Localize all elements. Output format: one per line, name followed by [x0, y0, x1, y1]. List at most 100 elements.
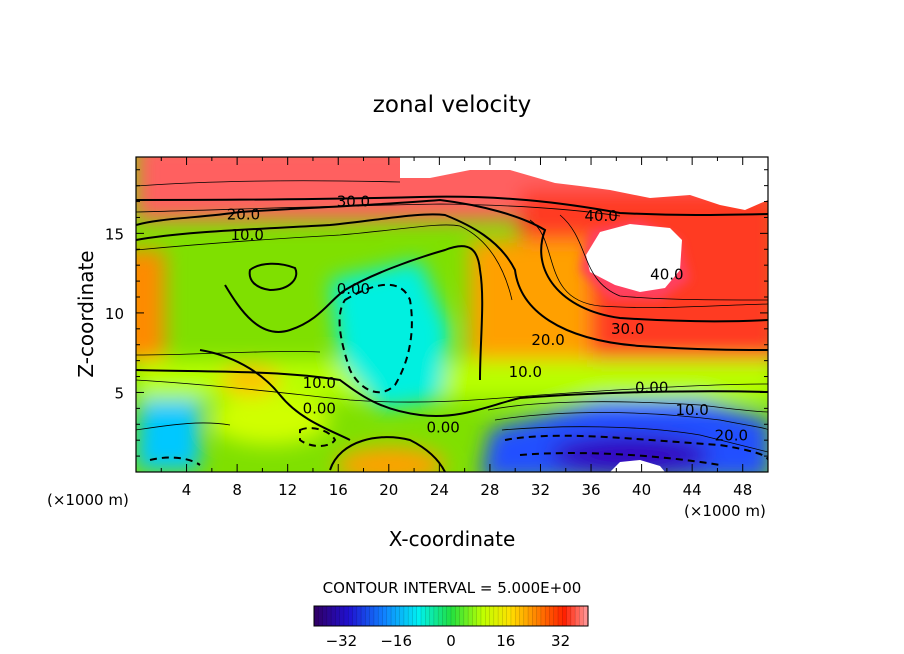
contour-label: 0.00: [426, 418, 459, 436]
colorbar-swatch: [322, 606, 328, 626]
x-tick-label: 8: [232, 481, 242, 499]
contour-label: 40.0: [650, 266, 683, 284]
colorbar-swatch: [348, 606, 354, 626]
y-tick-label: 15: [105, 225, 124, 243]
colorbar-swatch: [412, 606, 418, 626]
colorbar-swatch: [549, 606, 555, 626]
colorbar-swatch: [510, 606, 516, 626]
colorbar-swatch: [318, 606, 324, 626]
contour-label: 10.0: [231, 226, 264, 244]
x-tick-label: 4: [182, 481, 192, 499]
colorbar-swatch: [382, 606, 388, 626]
contour-label: 30.0: [611, 320, 644, 338]
contour-label: 0.00: [303, 399, 336, 417]
y-tick-label: 10: [105, 305, 124, 323]
x-tick-label: 16: [329, 481, 348, 499]
y-axis-title: Z-coordinate: [74, 250, 98, 377]
contour-label: 30.0: [337, 193, 370, 211]
colorbar-swatch: [498, 606, 503, 626]
colorbar-swatch: [579, 606, 585, 626]
colorbar-swatch: [506, 606, 512, 626]
colorbar-swatch: [343, 606, 349, 626]
colorbar-swatch: [566, 606, 572, 626]
colorbar-swatch: [442, 606, 448, 626]
colorbar-swatch: [408, 606, 414, 626]
contour-label: 10.0: [675, 401, 708, 419]
colorbar-swatch: [489, 606, 495, 626]
contour-interval-label: CONTOUR INTERVAL = 5.000E+00: [323, 579, 582, 597]
colorbar-swatch: [429, 606, 435, 626]
x-tick-label: 40: [632, 481, 651, 499]
colorbar-swatch: [331, 606, 337, 626]
contour-label: 20.0: [715, 426, 748, 444]
colorbar-swatch: [459, 606, 465, 626]
y-axis-ticks: 5 10 15: [105, 169, 768, 457]
colorbar-swatch: [451, 606, 456, 626]
colorbar-swatch: [352, 606, 358, 626]
contour-label: 20.0: [227, 205, 260, 223]
colorbar-swatch: [369, 606, 375, 626]
contour-label: 0.00: [635, 379, 668, 397]
colorbar-swatch: [373, 606, 379, 626]
colorbar-swatch: [480, 606, 486, 626]
colorbar-swatch: [532, 606, 538, 626]
contour-labels: 30.0 20.0 10.0 40.0 40.0 0.00 30.0 20.0 10.0 0.00…: [227, 193, 748, 445]
colorbar-swatch: [570, 606, 576, 626]
colorbar-swatch: [433, 606, 439, 626]
x-tick-label: 48: [733, 481, 752, 499]
colorbar-swatch: [326, 606, 332, 626]
colorbar-tick-label: −32: [326, 632, 358, 650]
contour-label: 20.0: [531, 331, 564, 349]
colorbar-swatch: [339, 606, 345, 626]
colorbar-tick-label: 16: [496, 632, 515, 650]
velocity-field: [136, 157, 768, 472]
colorbar-ticks: −32 −16 0 16 32: [326, 632, 571, 650]
x-unit-label: (×1000 m): [47, 491, 129, 509]
colorbar-frame: [313, 605, 589, 627]
x-tick-label: 12: [278, 481, 297, 499]
colorbar-swatch: [356, 606, 362, 626]
colorbar-tick-label: −16: [380, 632, 412, 650]
colorbar-swatch: [553, 606, 559, 626]
colorbar-swatch: [421, 606, 426, 626]
colorbar-swatch: [536, 606, 542, 626]
contour-label: 0.00: [337, 280, 370, 298]
colorbar-swatch: [468, 606, 474, 626]
x-tick-label: 36: [581, 481, 600, 499]
colorbar-tick-label: 0: [446, 632, 456, 650]
y-tick-label: 5: [114, 384, 124, 402]
colorbar-swatch: [446, 606, 452, 626]
contour-label: 10.0: [509, 363, 542, 381]
colorbar-swatch: [425, 606, 431, 626]
colorbar-swatch: [493, 606, 499, 626]
x-tick-label: 28: [480, 481, 499, 499]
colorbar-swatch: [523, 606, 529, 626]
colorbar-swatch: [365, 606, 371, 626]
x-tick-label: 32: [531, 481, 550, 499]
colorbar-swatch: [361, 606, 366, 626]
colorbar-swatch: [540, 606, 546, 626]
colorbar-swatch: [476, 606, 482, 626]
x-tick-label: 20: [379, 481, 398, 499]
colorbar-swatch: [519, 606, 525, 626]
colorbar-swatch: [502, 606, 508, 626]
colorbar: [313, 605, 589, 627]
colorbar-swatch: [558, 606, 563, 626]
colorbar-swatch: [438, 606, 444, 626]
colorbar-swatch: [403, 606, 409, 626]
chart-title: zonal velocity: [373, 92, 531, 118]
colorbar-swatch: [416, 606, 422, 626]
x-axis-title: X-coordinate: [389, 527, 516, 551]
colorbar-swatch: [378, 606, 384, 626]
colorbar-swatch: [485, 606, 491, 626]
plot-frame: [135, 156, 769, 473]
colorbar-swatch: [463, 606, 469, 626]
colorbar-swatch: [391, 606, 396, 626]
colorbar-swatch: [545, 606, 551, 626]
colorbar-swatch: [528, 606, 533, 626]
colorbar-swatch: [395, 606, 401, 626]
x-unit-label-right: (×1000 m): [684, 502, 766, 520]
contour-label: 40.0: [584, 207, 617, 225]
colorbar-swatch: [386, 606, 392, 626]
